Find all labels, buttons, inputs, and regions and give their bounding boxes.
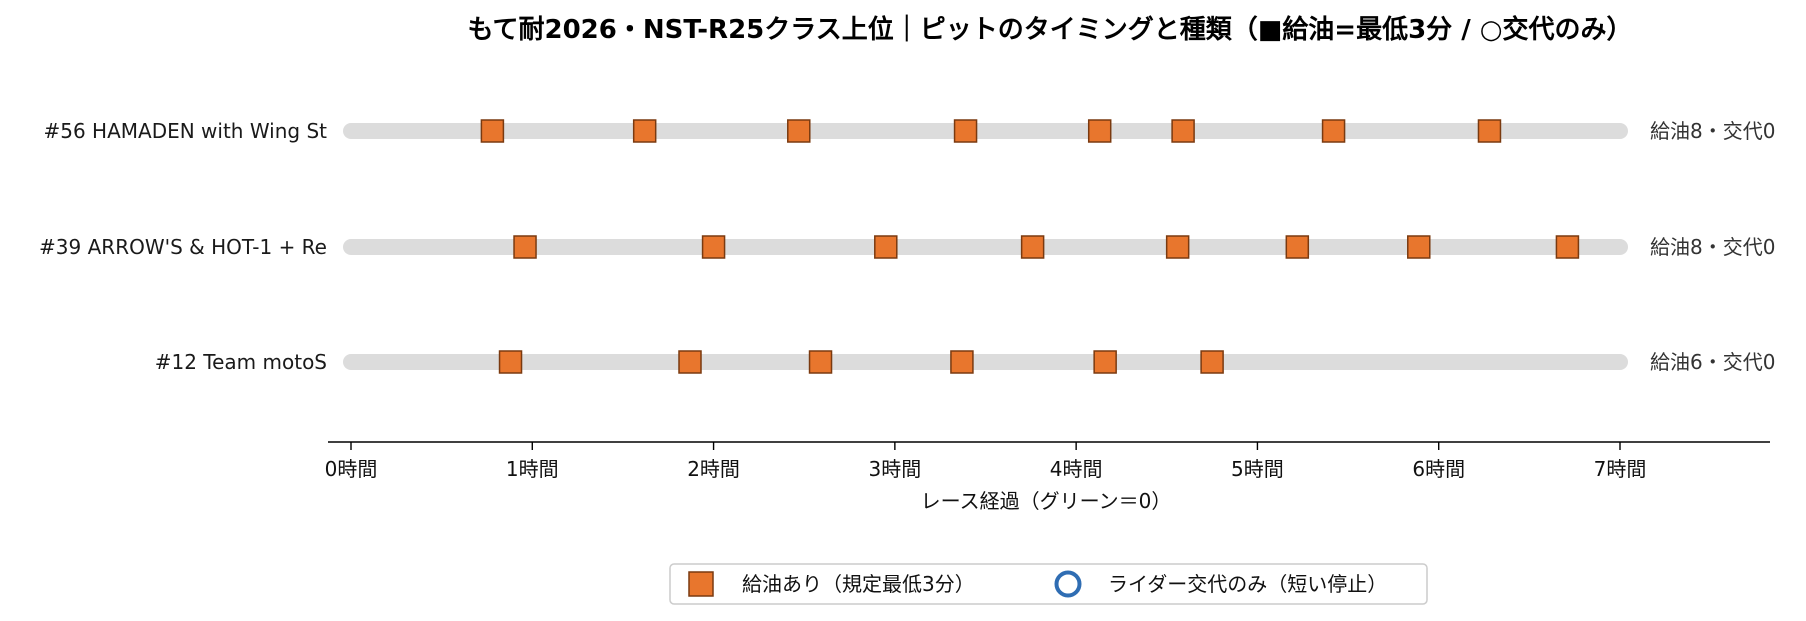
refuel-stop-marker — [1321, 119, 1346, 143]
x-tick-label: 3時間 — [868, 457, 921, 481]
refuel-stop-marker — [1477, 119, 1502, 143]
refuel-stop-marker — [701, 235, 726, 259]
x-tick-label: 4時間 — [1050, 457, 1103, 481]
stop-summary: 給油6・交代0 — [1650, 350, 1775, 374]
team-row: #56 HAMADEN with Wing St 給油8・交代0 — [43, 119, 1775, 143]
refuel-stop-marker — [498, 350, 523, 374]
refuel-stop-marker — [1020, 235, 1045, 259]
x-axis-label: レース経過（グリーン＝0） — [921, 489, 1172, 513]
team-label: #39 ARROW'S & HOT-1 + Re — [39, 235, 327, 259]
x-tick-label: 5時間 — [1231, 457, 1284, 481]
x-tick-label: 2時間 — [687, 457, 740, 481]
refuel-stop-marker — [874, 235, 898, 259]
x-tick-label: 1時間 — [506, 457, 559, 481]
refuel-stop-marker — [678, 350, 702, 374]
refuel-stop-marker — [1171, 119, 1195, 143]
x-tick-label: 6時間 — [1412, 457, 1465, 481]
legend-frame — [669, 563, 1428, 605]
refuel-stop-marker — [1200, 350, 1224, 374]
team-rows: #56 HAMADEN with Wing St 給油8・交代0#39 ARROW… — [39, 119, 1775, 374]
refuel-stop-marker — [480, 119, 505, 143]
x-tick-label: 0時間 — [325, 457, 378, 481]
team-label: #56 HAMADEN with Wing St — [43, 119, 327, 143]
stop-summary: 給油8・交代0 — [1650, 235, 1775, 259]
refuel-stop-marker — [1087, 119, 1112, 143]
chart-title: もて耐2026・NST-R25クラス上位｜ピットのタイミングと種類（■給油=最低… — [468, 14, 1633, 45]
x-tick-label: 7時間 — [1594, 457, 1647, 481]
refuel-stop-marker — [1093, 350, 1117, 374]
refuel-stop-marker — [632, 119, 657, 143]
legend-change-marker — [1054, 570, 1082, 598]
refuel-stop-marker — [950, 350, 974, 374]
legend-refuel-marker — [688, 571, 714, 597]
legend: 給油あり（規定最低3分） ライダー交代のみ（短い停止） — [669, 563, 1428, 605]
legend-refuel-label: 給油あり（規定最低3分） — [742, 572, 975, 596]
refuel-stop-marker — [1285, 235, 1310, 259]
refuel-stop-marker — [787, 119, 811, 143]
refuel-stop-marker — [808, 350, 833, 374]
legend-change-label: ライダー交代のみ（短い停止） — [1108, 572, 1387, 596]
team-label: #12 Team motoS — [155, 350, 327, 374]
refuel-stop-marker — [513, 235, 537, 259]
refuel-stop-marker — [1407, 235, 1431, 259]
refuel-stop-marker — [1555, 235, 1580, 259]
team-row: #39 ARROW'S & HOT-1 + Re 給油8・交代0 — [39, 235, 1775, 259]
x-axis-ticks: 0時間 1時間 2時間 3時間 4時間 5時間 6時間 7時間 — [325, 442, 1647, 481]
x-axis: 0時間 1時間 2時間 3時間 4時間 5時間 6時間 7時間 レース経過（グリーン＝0） — [325, 441, 1770, 513]
stop-summary: 給油8・交代0 — [1650, 119, 1775, 143]
refuel-stop-marker — [1165, 235, 1190, 259]
refuel-stop-marker — [953, 119, 978, 143]
team-row: #12 Team motoS 給油6・交代0 — [155, 350, 1776, 374]
